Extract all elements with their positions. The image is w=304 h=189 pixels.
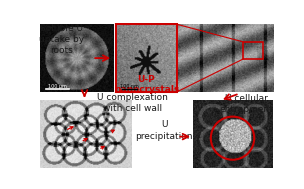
Bar — [116, 24, 177, 92]
Bar — [244, 42, 263, 59]
Text: 100 µm: 100 µm — [48, 84, 67, 89]
Text: U
precipitation: U precipitation — [136, 120, 193, 141]
Text: U cellular
entrapment: U cellular entrapment — [219, 94, 273, 114]
Text: U complexation
with cell wall: U complexation with cell wall — [97, 93, 168, 113]
Text: 100 nm: 100 nm — [120, 84, 139, 89]
Text: Soluble U
uptake by
roots: Soluble U uptake by roots — [39, 24, 84, 55]
Text: U-P
nanocrystals: U-P nanocrystals — [114, 75, 179, 94]
